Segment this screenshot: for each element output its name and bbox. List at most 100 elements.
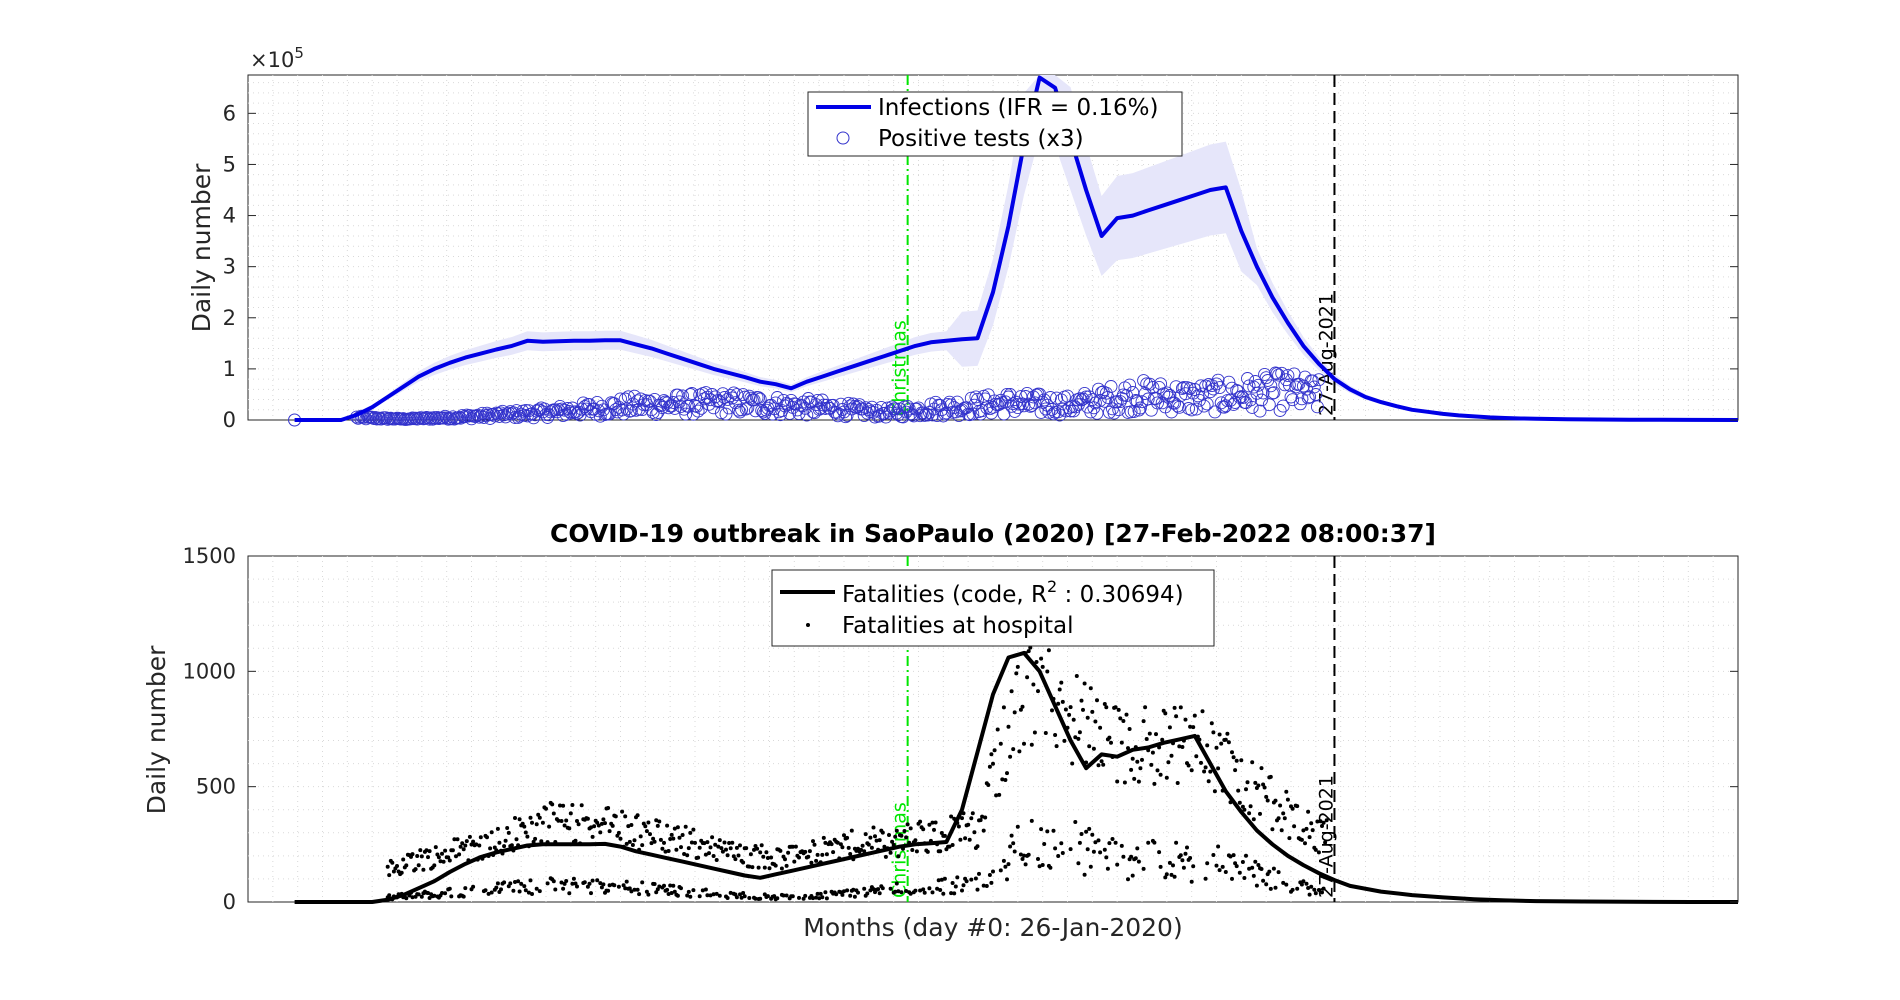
hospital-point (1060, 851, 1065, 855)
hospital-point (1028, 645, 1033, 650)
test-point (938, 407, 952, 421)
test-point (472, 410, 486, 424)
hospital-point (1237, 870, 1242, 875)
hospital-point (675, 893, 680, 898)
hospital-point (665, 823, 670, 828)
test-point (944, 398, 958, 412)
hospital-point (738, 892, 742, 897)
hospital-point (728, 846, 733, 851)
hospital-point (1006, 862, 1011, 867)
hospital-point (536, 812, 541, 817)
hospital-point (691, 888, 696, 893)
hospital-point (483, 888, 488, 893)
test-point (1307, 380, 1321, 394)
hospital-point (921, 827, 926, 832)
hospital-point (1253, 780, 1258, 785)
hospital-point (829, 842, 834, 847)
hospital-point (1290, 806, 1295, 811)
hospital-point (935, 886, 940, 891)
hospital-point (640, 843, 645, 848)
hospital-point (1301, 879, 1306, 884)
test-point (429, 411, 443, 425)
hospital-point (513, 880, 517, 884)
hospital-point (551, 879, 556, 884)
hospital-point (1045, 829, 1050, 834)
hospital-point (831, 850, 836, 855)
hospital-point (1101, 762, 1106, 767)
hospital-point (1126, 877, 1130, 882)
hospital-point (1259, 867, 1264, 871)
hospital-point (738, 843, 742, 848)
hospital-point (784, 893, 789, 898)
hospital-point (1244, 787, 1248, 792)
hospital-point (585, 816, 590, 821)
hospital-point (824, 852, 829, 857)
hospital-point (1309, 884, 1314, 889)
hospital-point (811, 896, 815, 901)
hospital-point (522, 884, 527, 889)
test-point (770, 391, 784, 404)
hospital-point (1077, 730, 1082, 735)
hospital-point (806, 854, 811, 859)
hospital-point (1164, 775, 1169, 780)
hospital-point (1017, 749, 1022, 754)
hospital-point (1216, 844, 1221, 849)
hospital-point (966, 822, 971, 827)
hospital-point (1121, 854, 1126, 859)
hospital-point (1236, 788, 1241, 793)
hospital-point (1059, 841, 1064, 846)
hospital-point (1258, 811, 1262, 816)
fatalities-series (294, 650, 1738, 904)
test-point (865, 400, 879, 414)
hospital-point (399, 870, 404, 875)
hospital-point (904, 889, 909, 893)
hospital-point (1104, 855, 1109, 860)
hospital-point (765, 856, 770, 860)
hospital-point (655, 823, 660, 828)
hospital-point (933, 820, 938, 825)
hospital-point (1144, 737, 1149, 741)
hospital-point (1122, 780, 1127, 785)
hospital-point (1178, 853, 1183, 858)
hospital-point (1264, 882, 1269, 887)
hospital-point (1180, 858, 1185, 863)
test-point (1054, 393, 1068, 407)
hospital-point (1200, 709, 1205, 714)
hospital-point (564, 879, 569, 883)
hospital-point (644, 829, 649, 834)
hospital-point (657, 819, 662, 824)
hospital-point (688, 894, 693, 899)
test-point (679, 407, 693, 421)
hospital-point (871, 887, 876, 892)
hospital-point (669, 832, 674, 837)
hospital-point (1031, 682, 1036, 687)
test-point (1006, 397, 1020, 411)
infections-series (294, 75, 1739, 422)
hospital-point (1053, 846, 1058, 851)
test-point (735, 403, 749, 417)
hospital-point (385, 864, 390, 869)
hospital-point (1278, 803, 1283, 808)
test-point (1020, 386, 1034, 400)
test-point (662, 401, 676, 415)
test-point (474, 409, 488, 423)
test-point (1245, 400, 1259, 414)
test-point (499, 410, 513, 424)
hospital-point (797, 855, 801, 860)
hospital-point (427, 849, 432, 854)
hospital-point (1251, 873, 1256, 878)
hospital-point (621, 883, 626, 888)
hospital-point (432, 863, 437, 868)
hospital-point (1270, 827, 1275, 832)
hospital-point (457, 852, 462, 857)
test-point (506, 406, 520, 420)
hospital-point (1281, 811, 1286, 816)
hospital-point (1208, 769, 1213, 774)
hospital-point (663, 849, 668, 854)
hospital-point (744, 846, 749, 851)
hospital-point (662, 883, 666, 888)
hospital-point (632, 887, 637, 892)
hospital-point (1183, 851, 1188, 856)
hospital-point (1285, 797, 1290, 802)
hospital-point (683, 824, 688, 829)
